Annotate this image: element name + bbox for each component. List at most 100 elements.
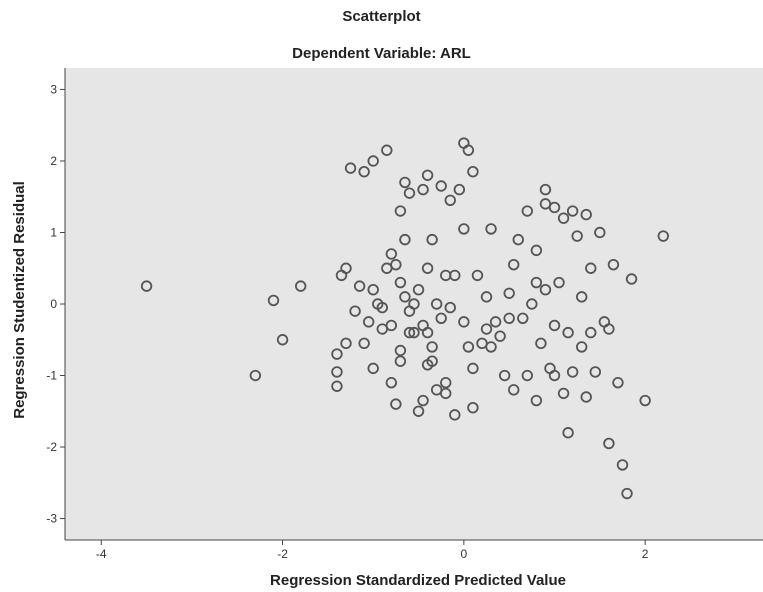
data-point xyxy=(539,198,552,210)
data-point xyxy=(562,427,574,439)
data-point xyxy=(571,230,583,242)
data-point xyxy=(412,283,425,296)
x-axis: -4 -2 0 2 xyxy=(65,539,763,561)
data-point xyxy=(639,394,651,407)
data-point xyxy=(467,401,479,414)
data-point xyxy=(539,183,552,196)
data-point xyxy=(394,276,407,289)
data-point xyxy=(444,301,456,314)
data-point xyxy=(249,369,262,382)
data-point xyxy=(526,298,538,310)
data-point xyxy=(417,319,429,332)
data-point xyxy=(462,144,475,156)
data-point xyxy=(408,326,420,339)
y-tick-label: 1 xyxy=(50,225,57,239)
data-point xyxy=(467,362,479,375)
data-point xyxy=(485,341,497,353)
data-point xyxy=(358,165,370,178)
chart-subtitle: Dependent Variable: ARL xyxy=(292,45,471,62)
data-point xyxy=(412,405,425,417)
data-point xyxy=(426,355,438,367)
data-point xyxy=(340,337,352,350)
data-point xyxy=(426,341,438,353)
data-point xyxy=(435,312,447,325)
data-point xyxy=(535,337,547,350)
y-tick-label: 2 xyxy=(50,154,57,168)
data-point xyxy=(430,298,443,310)
data-point xyxy=(489,316,502,328)
y-axis-title: Regression Studentized Residual xyxy=(11,181,28,419)
data-point xyxy=(367,362,379,375)
chart-title: Scatterplot xyxy=(342,8,421,25)
x-tick-label: 2 xyxy=(642,547,649,561)
data-point xyxy=(494,330,506,342)
data-point xyxy=(557,212,570,224)
data-point xyxy=(276,334,289,346)
data-point xyxy=(385,248,398,260)
data-point xyxy=(435,180,447,192)
y-tick-label: -2 xyxy=(46,440,57,454)
data-point xyxy=(566,205,579,217)
data-point xyxy=(585,262,597,274)
x-axis-title: Regression Standardized Predicted Value xyxy=(270,572,566,589)
data-point xyxy=(480,291,493,303)
data-point xyxy=(331,366,343,378)
data-point xyxy=(140,280,153,292)
data-point xyxy=(385,376,398,389)
data-point xyxy=(458,316,470,328)
x-tick-label: -4 xyxy=(96,547,107,561)
data-point xyxy=(462,341,475,353)
data-point xyxy=(621,487,633,500)
data-point xyxy=(390,258,402,271)
data-point xyxy=(589,366,601,378)
data-point xyxy=(594,226,606,239)
data-point xyxy=(267,294,280,307)
y-tick-label: -3 xyxy=(46,512,57,526)
data-point xyxy=(403,187,416,199)
data-point xyxy=(449,269,461,282)
data-point xyxy=(625,273,638,285)
data-point xyxy=(381,144,393,156)
data-point xyxy=(403,326,416,339)
data-point xyxy=(340,262,352,274)
data-point xyxy=(585,326,597,339)
data-point xyxy=(453,183,466,196)
data-point xyxy=(331,380,343,392)
data-point xyxy=(508,384,520,396)
data-point xyxy=(503,287,515,299)
data-point xyxy=(480,323,493,335)
plot-area xyxy=(65,68,763,540)
data-point xyxy=(385,319,398,332)
data-point xyxy=(349,305,361,317)
data-point xyxy=(294,280,307,292)
data-point xyxy=(580,391,592,403)
data-point xyxy=(417,183,429,196)
x-tick-label: -2 xyxy=(277,547,288,561)
data-point xyxy=(440,387,452,400)
data-point xyxy=(485,223,497,235)
data-point xyxy=(367,155,379,167)
y-axis: -3 -2 -1 0 1 2 3 xyxy=(46,68,66,540)
data-point xyxy=(444,194,456,207)
data-point xyxy=(362,316,375,328)
data-point xyxy=(580,208,592,221)
y-tick-label: -1 xyxy=(46,369,57,383)
data-point xyxy=(539,283,552,296)
data-point xyxy=(553,276,565,289)
data-point xyxy=(503,312,515,325)
data-point xyxy=(521,205,534,217)
data-point xyxy=(358,337,370,350)
data-point xyxy=(390,398,402,410)
data-point xyxy=(576,341,588,353)
data-point xyxy=(399,233,411,246)
data-point xyxy=(394,344,407,357)
data-point xyxy=(508,258,520,271)
data-point xyxy=(458,223,470,235)
data-point xyxy=(376,301,388,314)
data-point xyxy=(353,280,366,292)
data-point xyxy=(471,269,484,282)
data-point xyxy=(394,205,407,217)
data-point xyxy=(616,459,629,471)
data-point xyxy=(399,176,411,189)
